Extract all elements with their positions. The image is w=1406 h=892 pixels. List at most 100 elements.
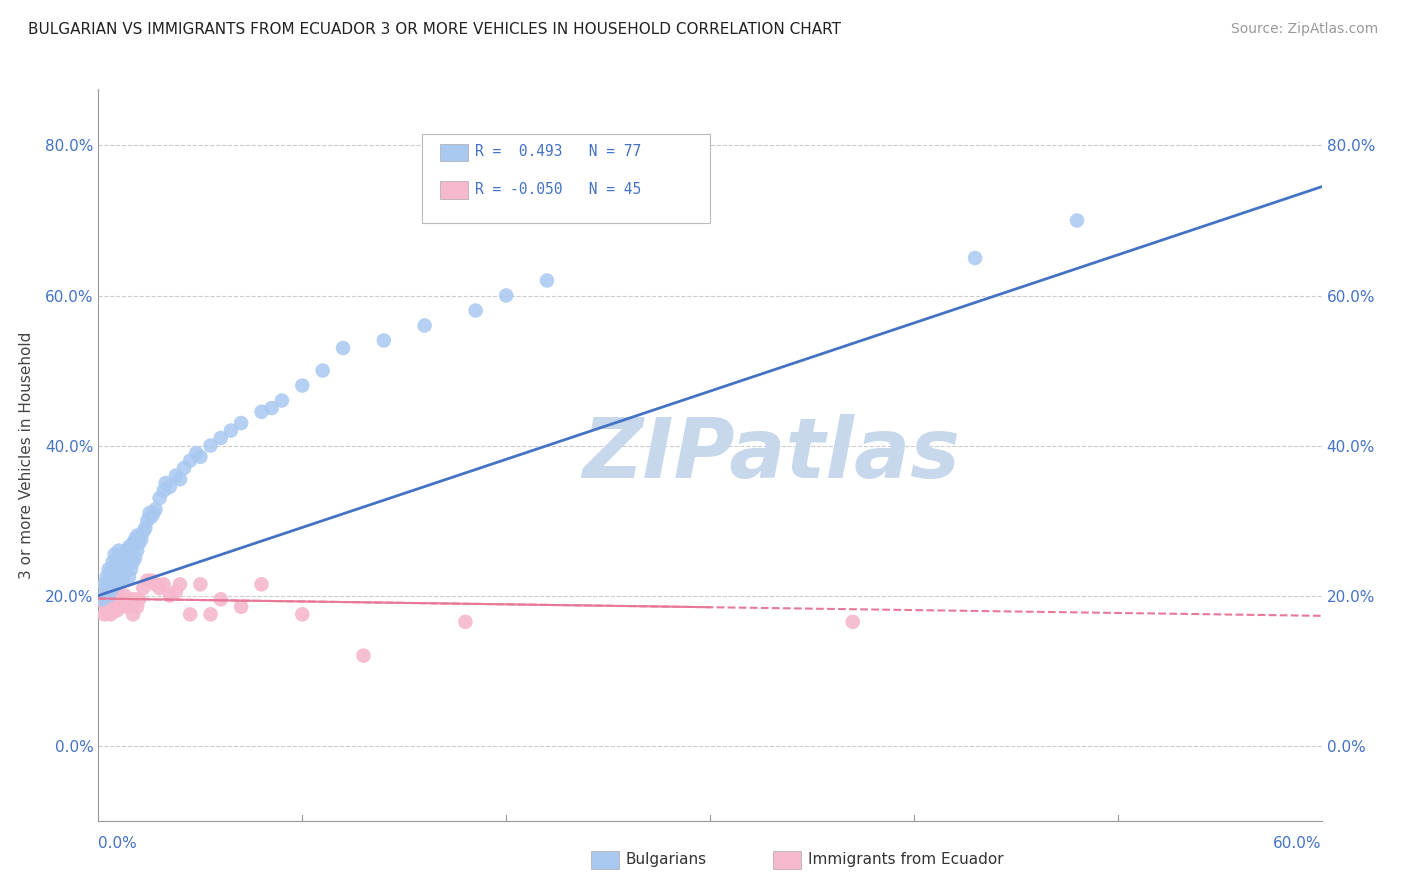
Point: [111, 596, 134, 610]
Point: [118, 596, 141, 610]
Point: [231, 416, 253, 430]
Point: [250, 405, 273, 419]
Point: [105, 570, 128, 584]
Point: [97, 574, 120, 588]
Point: [96, 570, 118, 584]
Point: [96, 581, 118, 595]
Point: [132, 524, 155, 539]
Text: Bulgarians: Bulgarians: [626, 853, 707, 867]
Point: [291, 378, 314, 392]
Text: BULGARIAN VS IMMIGRANTS FROM ECUADOR 3 OR MORE VEHICLES IN HOUSEHOLD CORRELATION: BULGARIAN VS IMMIGRANTS FROM ECUADOR 3 O…: [28, 22, 841, 37]
Text: 0.0%: 0.0%: [98, 836, 138, 851]
Point: [179, 453, 201, 467]
Point: [111, 574, 134, 588]
Point: [108, 574, 131, 588]
Point: [97, 562, 120, 576]
Point: [128, 592, 150, 607]
Point: [186, 446, 208, 460]
Point: [110, 551, 132, 566]
Point: [105, 604, 128, 618]
Point: [120, 592, 142, 607]
Point: [104, 547, 127, 561]
Point: [155, 476, 177, 491]
Point: [149, 491, 172, 505]
Point: [291, 607, 314, 622]
Point: [108, 589, 131, 603]
Text: 60.0%: 60.0%: [1274, 836, 1322, 851]
Point: [108, 558, 131, 573]
Point: [136, 574, 159, 588]
Point: [100, 592, 122, 607]
Point: [413, 318, 436, 333]
Text: R = -0.050   N = 45: R = -0.050 N = 45: [475, 182, 641, 196]
Point: [270, 393, 294, 408]
Point: [97, 589, 120, 603]
Point: [250, 577, 273, 591]
Point: [124, 533, 146, 547]
Point: [127, 599, 149, 614]
Point: [352, 648, 374, 663]
Point: [93, 577, 115, 591]
Point: [115, 558, 138, 573]
Point: [124, 592, 146, 607]
Point: [152, 577, 174, 591]
Text: Immigrants from Ecuador: Immigrants from Ecuador: [808, 853, 1004, 867]
Point: [115, 543, 138, 558]
Point: [159, 589, 181, 603]
Point: [93, 589, 115, 603]
Point: [124, 551, 146, 566]
Point: [110, 599, 132, 614]
Point: [141, 574, 163, 588]
Point: [127, 543, 149, 558]
Point: [93, 596, 115, 610]
Point: [114, 589, 136, 603]
Point: [132, 581, 155, 595]
Point: [101, 566, 124, 580]
Point: [179, 607, 201, 622]
Point: [173, 461, 195, 475]
Point: [122, 536, 145, 550]
Point: [141, 509, 163, 524]
Point: [495, 288, 517, 302]
Text: R =  0.493   N = 77: R = 0.493 N = 77: [475, 145, 641, 159]
Point: [129, 533, 152, 547]
Point: [97, 589, 120, 603]
Point: [200, 438, 222, 452]
Point: [965, 251, 987, 265]
Point: [122, 555, 145, 569]
Point: [841, 615, 863, 629]
Point: [454, 615, 477, 629]
Point: [93, 607, 115, 622]
Point: [118, 570, 141, 584]
Point: [101, 555, 124, 569]
Point: [104, 562, 127, 576]
Point: [111, 547, 134, 561]
Point: [165, 584, 187, 599]
Point: [118, 540, 141, 554]
Point: [536, 273, 558, 287]
Point: [100, 566, 122, 580]
Point: [100, 607, 122, 622]
Point: [260, 401, 283, 415]
Point: [188, 450, 212, 464]
Point: [145, 502, 167, 516]
Point: [114, 566, 136, 580]
Point: [127, 528, 149, 542]
Point: [122, 607, 145, 622]
Point: [104, 592, 127, 607]
Point: [209, 431, 232, 445]
Point: [373, 334, 395, 348]
Point: [91, 592, 114, 607]
Point: [188, 577, 212, 591]
Point: [118, 555, 141, 569]
Text: Source: ZipAtlas.com: Source: ZipAtlas.com: [1230, 22, 1378, 37]
Point: [100, 577, 122, 591]
Point: [110, 570, 132, 584]
Point: [128, 536, 150, 550]
Point: [169, 577, 191, 591]
Point: [115, 599, 138, 614]
Point: [101, 592, 124, 607]
Point: [108, 596, 131, 610]
Point: [134, 521, 156, 535]
Point: [1066, 213, 1088, 227]
